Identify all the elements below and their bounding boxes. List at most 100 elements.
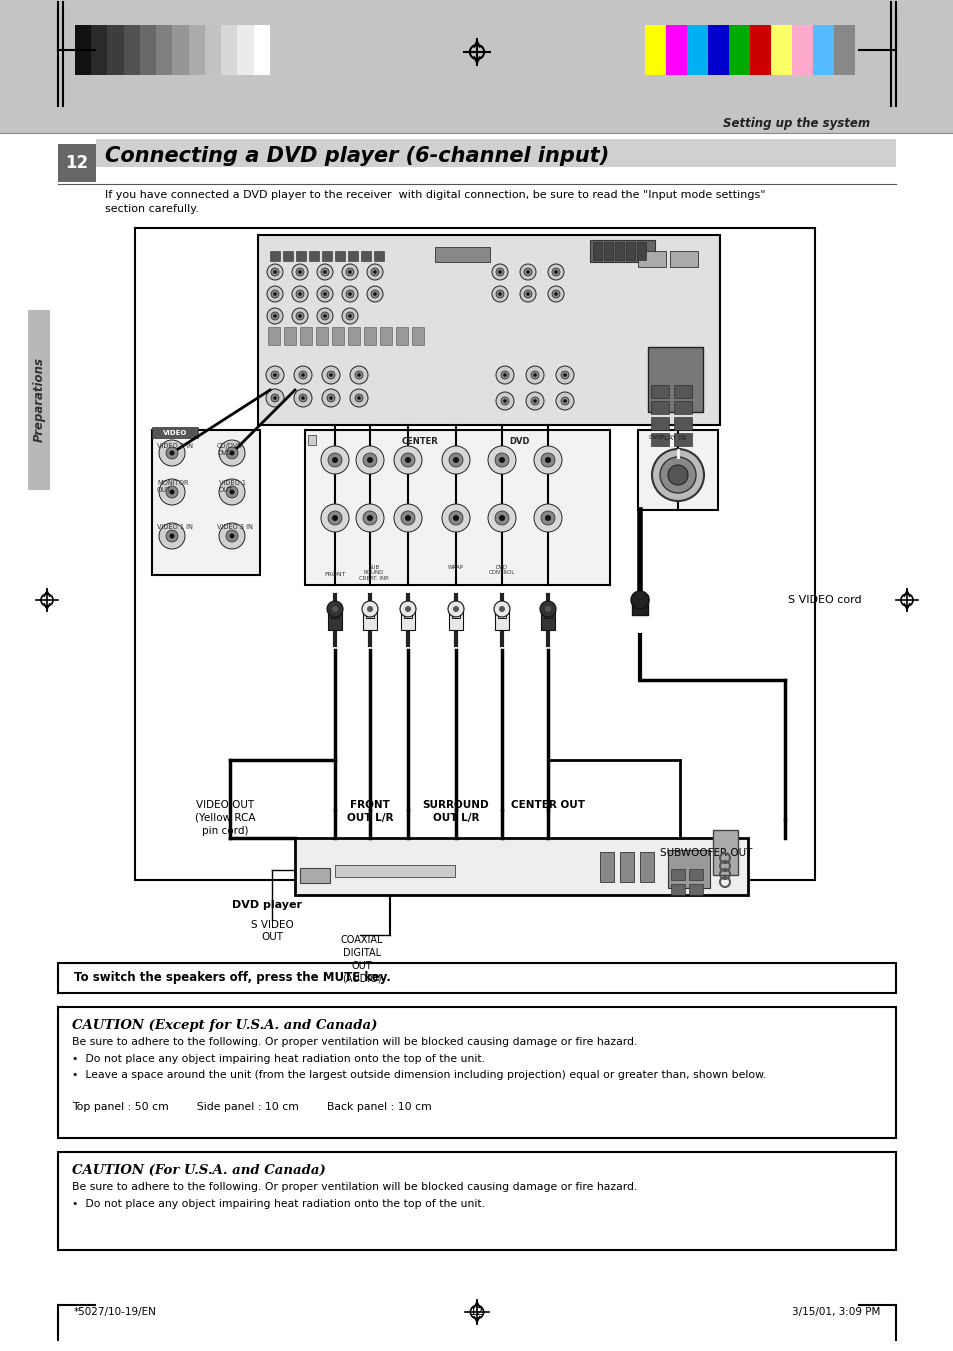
Circle shape xyxy=(323,315,327,317)
Circle shape xyxy=(273,373,276,377)
Circle shape xyxy=(295,312,304,320)
Bar xyxy=(665,26,686,76)
Bar xyxy=(650,417,668,430)
Bar xyxy=(28,309,50,490)
Circle shape xyxy=(355,446,384,474)
Bar xyxy=(497,604,505,617)
Bar xyxy=(124,26,140,76)
Circle shape xyxy=(453,607,458,612)
Circle shape xyxy=(329,373,333,377)
Circle shape xyxy=(267,308,283,324)
Circle shape xyxy=(453,515,458,521)
Circle shape xyxy=(547,263,563,280)
Circle shape xyxy=(373,270,376,274)
Circle shape xyxy=(294,366,312,384)
Circle shape xyxy=(226,447,237,459)
Text: DVD player: DVD player xyxy=(232,900,302,911)
Bar xyxy=(593,242,601,259)
Circle shape xyxy=(328,453,341,467)
Circle shape xyxy=(361,601,377,617)
Bar xyxy=(673,401,691,413)
Circle shape xyxy=(531,397,538,405)
Circle shape xyxy=(166,530,178,542)
Circle shape xyxy=(166,447,178,459)
Bar xyxy=(257,235,720,426)
Circle shape xyxy=(492,263,507,280)
Circle shape xyxy=(226,486,237,499)
Text: VIDEO: VIDEO xyxy=(163,430,187,436)
Bar xyxy=(299,327,312,345)
Text: To switch the speakers off, press the MUTE key.: To switch the speakers off, press the MU… xyxy=(74,971,391,985)
Circle shape xyxy=(453,457,458,463)
Bar xyxy=(395,327,408,345)
Bar xyxy=(619,852,634,882)
Bar xyxy=(670,884,684,894)
Circle shape xyxy=(651,449,703,501)
Bar xyxy=(791,26,812,76)
Circle shape xyxy=(519,286,536,303)
Circle shape xyxy=(295,267,304,276)
Circle shape xyxy=(159,523,185,549)
Bar xyxy=(237,26,253,76)
Circle shape xyxy=(271,290,278,299)
Circle shape xyxy=(502,373,506,377)
Circle shape xyxy=(346,290,354,299)
Text: COAXIAL
DIGITAL
OUT
(AUDIO): COAXIAL DIGITAL OUT (AUDIO) xyxy=(340,935,383,984)
Circle shape xyxy=(371,290,378,299)
Bar xyxy=(650,434,668,446)
Bar xyxy=(294,838,747,894)
Circle shape xyxy=(273,315,276,317)
Circle shape xyxy=(405,515,411,521)
Circle shape xyxy=(498,607,504,612)
Text: S VIDEO
OUT: S VIDEO OUT xyxy=(251,920,294,942)
Text: 12: 12 xyxy=(66,154,89,172)
Text: •  Do not place any object impairing heat radiation onto the top of the unit.: • Do not place any object impairing heat… xyxy=(71,1198,484,1209)
Bar xyxy=(374,251,384,261)
Bar xyxy=(688,869,702,880)
Circle shape xyxy=(298,372,307,380)
Circle shape xyxy=(500,372,509,380)
Text: DVD: DVD xyxy=(509,436,530,446)
Circle shape xyxy=(273,270,276,274)
Bar xyxy=(403,604,412,617)
Circle shape xyxy=(531,372,538,380)
Circle shape xyxy=(560,397,568,405)
Circle shape xyxy=(488,446,516,474)
Circle shape xyxy=(271,267,278,276)
Circle shape xyxy=(348,270,352,274)
Bar xyxy=(305,430,609,585)
Text: FRONT
OUT L/R: FRONT OUT L/R xyxy=(346,800,393,823)
Circle shape xyxy=(363,511,376,526)
Bar xyxy=(156,26,172,76)
Circle shape xyxy=(301,373,304,377)
Circle shape xyxy=(355,372,363,380)
Circle shape xyxy=(170,489,174,494)
Circle shape xyxy=(498,515,504,521)
Circle shape xyxy=(266,366,284,384)
Circle shape xyxy=(219,440,245,466)
Circle shape xyxy=(320,446,349,474)
Circle shape xyxy=(292,308,308,324)
Circle shape xyxy=(292,286,308,303)
Circle shape xyxy=(332,515,337,521)
Circle shape xyxy=(327,394,335,403)
Bar xyxy=(332,327,344,345)
Bar xyxy=(667,850,709,888)
Bar xyxy=(599,852,614,882)
Circle shape xyxy=(400,453,415,467)
Circle shape xyxy=(526,292,529,296)
Bar xyxy=(363,608,376,630)
Circle shape xyxy=(539,601,556,617)
Bar xyxy=(348,251,357,261)
Bar xyxy=(299,867,330,884)
Text: •  Do not place any object impairing heat radiation onto the top of the unit.: • Do not place any object impairing heat… xyxy=(71,1054,484,1065)
Circle shape xyxy=(322,389,339,407)
Circle shape xyxy=(523,290,532,299)
Text: VIDEO 3 IN: VIDEO 3 IN xyxy=(216,524,253,530)
Bar xyxy=(812,26,833,76)
Text: 12: 12 xyxy=(470,1306,483,1317)
Bar xyxy=(631,594,647,615)
Text: *5027/10-19/EN: *5027/10-19/EN xyxy=(74,1306,156,1317)
Circle shape xyxy=(341,308,357,324)
Circle shape xyxy=(346,312,354,320)
